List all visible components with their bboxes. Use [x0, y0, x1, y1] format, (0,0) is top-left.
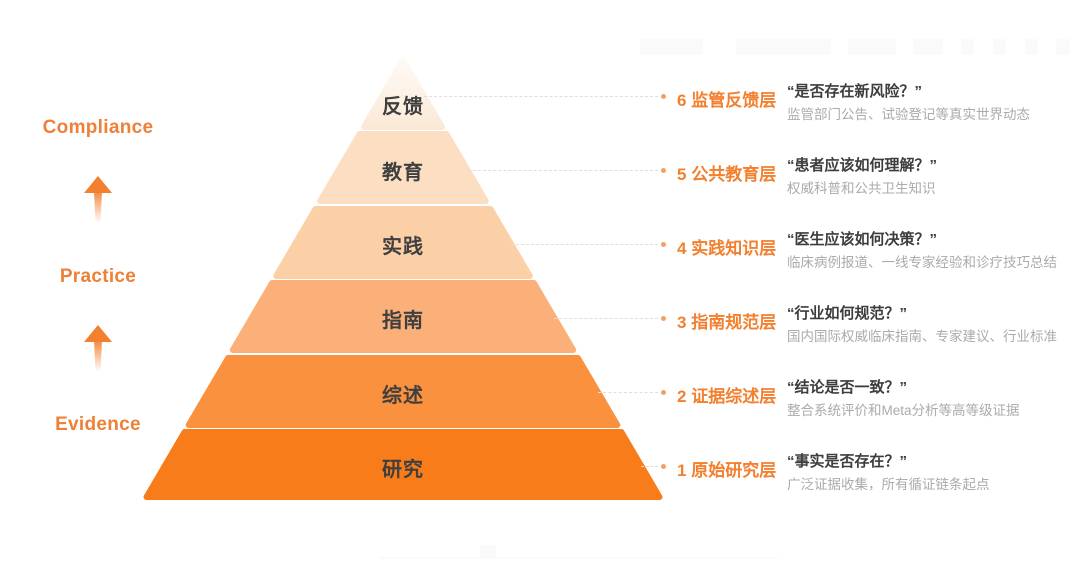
pyramid-label-review: 综述: [382, 385, 424, 407]
watermark-block: [736, 39, 831, 55]
layer-title: 1 原始研究层: [677, 456, 787, 481]
layer-text-block: “患者应该如何理解？” 权威科普和公共卫生知识: [787, 155, 937, 199]
layer-text-block: “事实是否存在？” 广泛证据收集，所有循证链条起点: [787, 451, 990, 495]
watermark-block: [961, 39, 974, 55]
layer-description: 国内国际权威临床指南、专家建议、行业标准: [787, 329, 1057, 344]
watermark-block: [993, 39, 1006, 55]
layer-question: “事实是否存在？”: [787, 453, 908, 470]
watermark-block: [1025, 39, 1038, 55]
layer-name: 证据综述层: [691, 387, 777, 406]
up-arrow-icon: [84, 176, 112, 223]
watermark-block: [480, 545, 496, 559]
layer-title: 5 公共教育层: [677, 160, 787, 185]
leader-line: [424, 94, 666, 99]
layer-text-block: “是否存在新风险？” 监管部门公告、试验登记等真实世界动态: [787, 81, 1030, 125]
layer-number: 6: [677, 91, 687, 110]
pyramid-label-guideline: 指南: [382, 310, 424, 332]
annotation-row-4: 4 实践知识层 “医生应该如何决策？” 临床病例报道、一线专家经验和诊疗技巧总结: [677, 229, 1057, 273]
watermark-block: [848, 39, 896, 55]
leader-line: [598, 390, 666, 395]
pyramid-label-feedback: 反馈: [382, 96, 424, 118]
layer-name: 原始研究层: [691, 461, 777, 480]
pyramid-layer-5: [317, 131, 489, 204]
pyramid-layer-1: [143, 429, 663, 500]
annotation-row-3: 3 指南规范层 “行业如何规范？” 国内国际权威临床指南、专家建议、行业标准: [677, 303, 1057, 347]
layer-title: 2 证据综述层: [677, 382, 787, 407]
layer-number: 5: [677, 165, 687, 184]
evidence-label: Evidence: [55, 414, 141, 435]
layer-question: “行业如何规范？”: [787, 305, 908, 322]
layer-text-block: “结论是否一致？” 整合系统评价和Meta分析等高等级证据: [787, 377, 1020, 421]
leader-line: [468, 168, 666, 173]
layer-description: 监管部门公告、试验登记等真实世界动态: [787, 107, 1030, 122]
layer-question: “患者应该如何理解？”: [787, 157, 938, 174]
pyramid-layer-4: [273, 206, 533, 279]
pyramid-label-practice: 实践: [382, 236, 424, 258]
pyramid-label-research: 研究: [382, 459, 424, 481]
watermark-line: [380, 557, 778, 559]
layer-description: 临床病例报道、一线专家经验和诊疗技巧总结: [787, 255, 1057, 270]
watermark-block: [1056, 39, 1070, 55]
pyramid: [143, 57, 663, 500]
pyramid-layer-2: [185, 355, 621, 428]
leader-line: [554, 316, 666, 321]
layer-title: 6 监管反馈层: [677, 86, 787, 111]
pyramid-layer-3: [229, 280, 577, 353]
layer-title: 3 指南规范层: [677, 308, 787, 333]
up-arrow-icon: [84, 325, 112, 372]
layer-question: “结论是否一致？”: [787, 379, 908, 396]
watermark-block: [640, 39, 703, 55]
annotation-row-2: 2 证据综述层 “结论是否一致？” 整合系统评价和Meta分析等高等级证据: [677, 377, 1020, 421]
layer-name: 监管反馈层: [691, 91, 777, 110]
practice-label: Practice: [59, 266, 137, 287]
layer-description: 广泛证据收集，所有循证链条起点: [787, 477, 990, 492]
pyramid-layer-6: [361, 57, 445, 130]
layer-number: 4: [677, 239, 687, 258]
layer-number: 2: [677, 387, 687, 406]
layer-name: 指南规范层: [691, 313, 777, 332]
leader-line: [641, 464, 666, 469]
layer-name: 公共教育层: [691, 165, 777, 184]
layer-description: 整合系统评价和Meta分析等高等级证据: [787, 403, 1020, 418]
layer-text-block: “医生应该如何决策？” 临床病例报道、一线专家经验和诊疗技巧总结: [787, 229, 1057, 273]
leader-line: [511, 242, 666, 247]
watermark-block: [913, 39, 943, 55]
layer-question: “是否存在新风险？”: [787, 83, 923, 100]
annotation-row-6: 6 监管反馈层 “是否存在新风险？” 监管部门公告、试验登记等真实世界动态: [677, 81, 1030, 125]
annotation-row-1: 1 原始研究层 “事实是否存在？” 广泛证据收集，所有循证链条起点: [677, 451, 990, 495]
layer-text-block: “行业如何规范？” 国内国际权威临床指南、专家建议、行业标准: [787, 303, 1057, 347]
compliance-label: Compliance: [42, 117, 154, 138]
layer-name: 实践知识层: [691, 239, 777, 258]
layer-question: “医生应该如何决策？”: [787, 231, 938, 248]
annotation-row-5: 5 公共教育层 “患者应该如何理解？” 权威科普和公共卫生知识: [677, 155, 937, 199]
layer-description: 权威科普和公共卫生知识: [787, 181, 936, 196]
layer-title: 4 实践知识层: [677, 234, 787, 259]
pyramid-label-education: 教育: [382, 162, 424, 184]
layer-number: 3: [677, 313, 687, 332]
layer-number: 1: [677, 461, 687, 480]
